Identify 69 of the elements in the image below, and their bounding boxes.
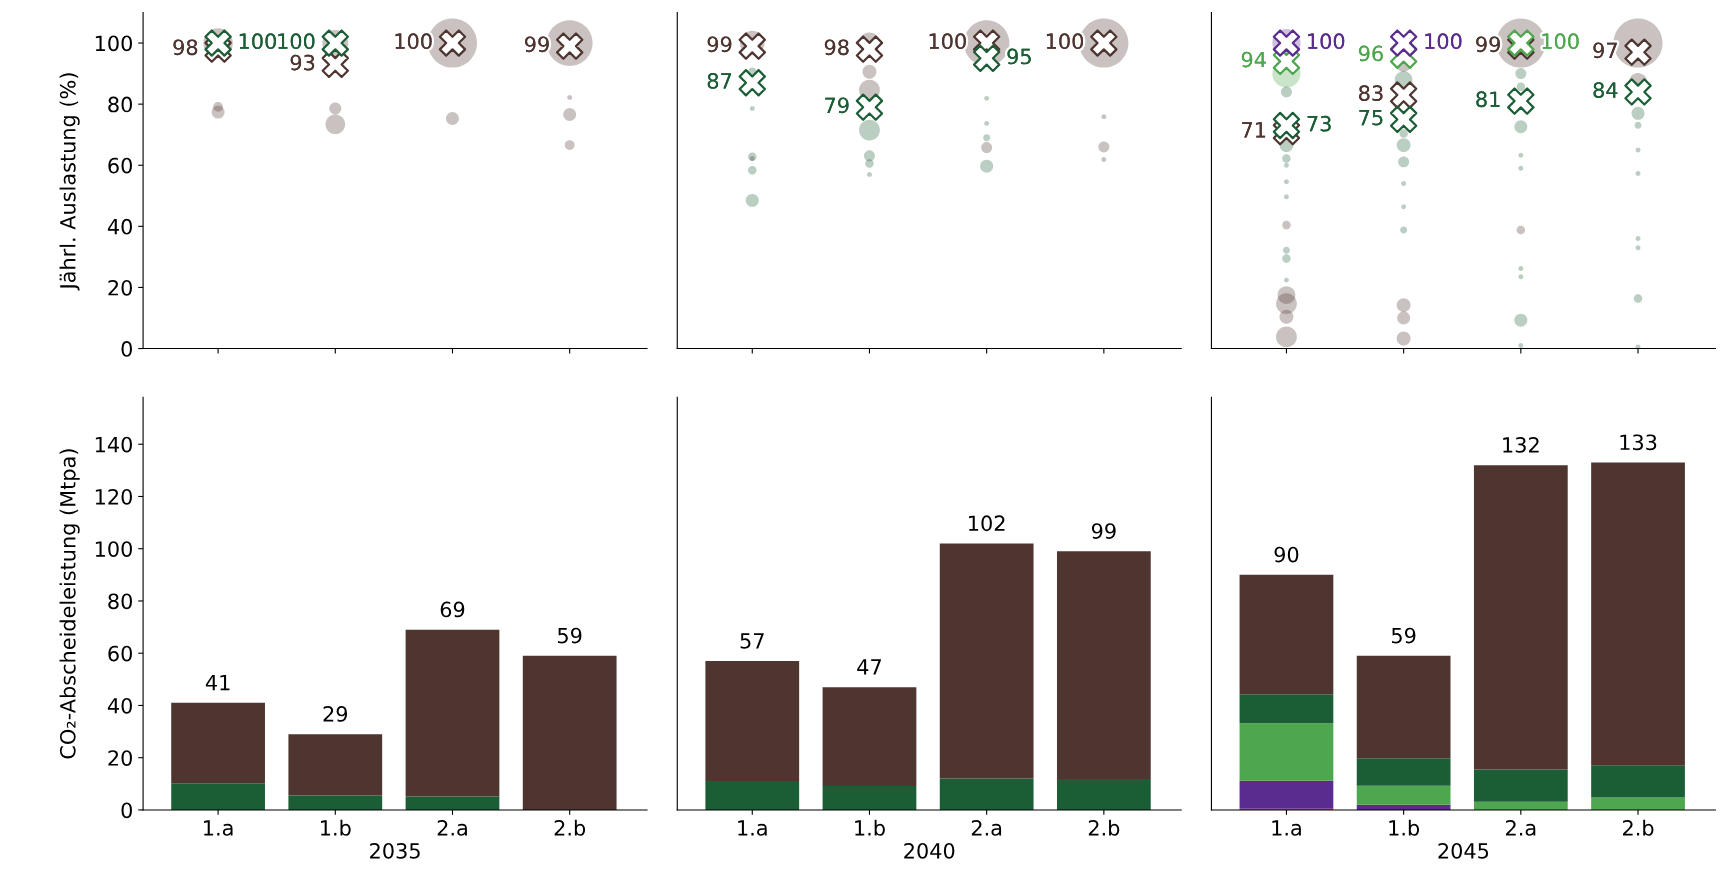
y-tick-label: 40: [107, 218, 132, 235]
x-tick-label: 2.b: [1088, 819, 1120, 836]
data-label: 100: [278, 33, 315, 50]
total-label: 47: [857, 659, 881, 675]
data-label: 73: [1307, 115, 1331, 132]
data-label: 87: [707, 73, 732, 89]
x-axis-title: 2040: [904, 842, 955, 859]
data-label: 100: [929, 33, 966, 50]
y-tick-label: 40: [107, 697, 132, 714]
y-axis-title: CO₂-Abscheideleistung (Mtpa): [59, 449, 80, 759]
total-label: 57: [740, 633, 764, 649]
data-label: 100: [1542, 33, 1579, 50]
data-label: 81: [1476, 91, 1500, 108]
x-tick-label: 1.b: [1389, 819, 1420, 836]
total-label: 59: [558, 627, 582, 644]
total-label: 69: [440, 601, 465, 618]
data-label: 100: [1425, 33, 1462, 50]
data-label: 95: [1007, 48, 1031, 65]
y-tick-label: 0: [121, 802, 132, 819]
x-tick-label: 2.a: [437, 820, 467, 836]
x-tick-label: 1.b: [855, 819, 885, 836]
data-label: 99: [525, 36, 549, 53]
x-tick-label: 1.a: [204, 820, 233, 836]
y-tick-label: 140: [95, 436, 132, 453]
x-tick-label: 1.b: [321, 819, 351, 836]
data-label: 71: [1242, 122, 1266, 138]
y-axis-title: Jährl. Auslastung (%): [59, 73, 80, 291]
x-axis-title: 2035: [370, 842, 420, 859]
x-tick-label: 2.b: [554, 819, 586, 836]
x-tick-label: 2.a: [1506, 820, 1536, 836]
data-label: 83: [1359, 85, 1383, 102]
total-label: 90: [1274, 546, 1299, 563]
data-label: 100: [395, 33, 432, 50]
data-label: 94: [1241, 51, 1266, 68]
y-tick-label: 120: [95, 488, 132, 505]
y-tick-label: 80: [108, 593, 132, 610]
data-label: 99: [707, 36, 732, 53]
total-label: 99: [1091, 523, 1116, 539]
data-label: 97: [1593, 42, 1617, 59]
total-label: 59: [1391, 627, 1416, 644]
y-tick-label: 20: [108, 279, 132, 296]
y-tick-label: 80: [108, 96, 132, 113]
total-label: 29: [323, 706, 348, 722]
data-label: 93: [290, 54, 315, 71]
x-tick-label: 1.a: [738, 820, 767, 836]
x-tick-label: 2.b: [1623, 819, 1654, 836]
total-label: 133: [1620, 434, 1657, 451]
y-tick-label: 0: [121, 341, 132, 357]
data-label: 98: [173, 39, 198, 56]
y-tick-label: 100: [95, 35, 132, 52]
total-label: 41: [205, 674, 230, 691]
data-label: 100: [239, 33, 276, 50]
data-label: 96: [1359, 45, 1383, 62]
data-label: 79: [825, 97, 849, 114]
total-label: 102: [969, 515, 1005, 532]
x-axis-title: 2045: [1438, 842, 1489, 859]
data-label: 75: [1359, 109, 1383, 126]
data-label: 99: [1476, 36, 1500, 53]
data-label: 100: [1046, 33, 1084, 50]
data-label: 84: [1593, 82, 1618, 98]
y-tick-label: 60: [108, 157, 132, 174]
x-tick-label: 1.a: [1272, 820, 1301, 836]
total-label: 132: [1503, 437, 1539, 453]
data-label: 98: [824, 39, 849, 56]
y-tick-label: 60: [108, 645, 132, 662]
x-tick-label: 2.a: [971, 820, 1002, 836]
y-tick-label: 100: [95, 541, 132, 557]
y-tick-label: 20: [108, 750, 132, 766]
data-label: 100: [1308, 33, 1345, 50]
